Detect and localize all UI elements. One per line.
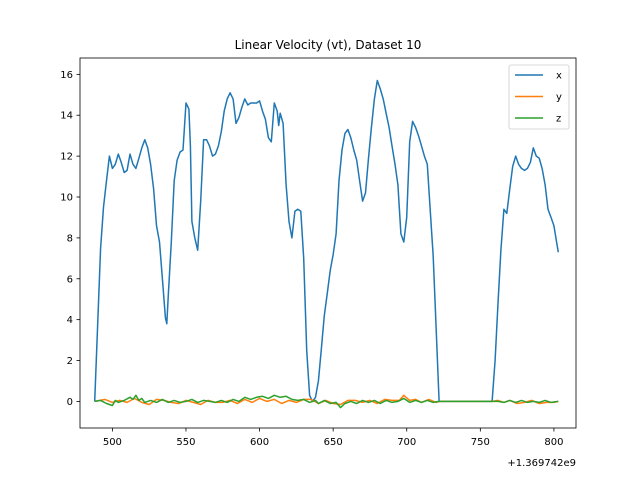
- x-axis: 500 550 600 650 700 750 800: [103, 428, 563, 448]
- y-tick-label: 14: [60, 111, 73, 122]
- y-tick-label: 16: [60, 70, 73, 81]
- y-tick-label: 8: [67, 233, 73, 244]
- axes-frame: [79, 57, 577, 429]
- x-tick-label: 500: [103, 437, 122, 448]
- legend-label-x: x: [556, 71, 562, 82]
- y-axis: 0 2 4 6 8 10 12 14 16: [60, 70, 80, 408]
- x-tick-label: 800: [544, 437, 563, 448]
- y-tick-label: 4: [67, 315, 73, 326]
- x-tick-label: 750: [471, 437, 490, 448]
- x-tick-label: 600: [250, 437, 269, 448]
- x-tick-label: 700: [397, 437, 416, 448]
- x-offset-label: +1.369742e9: [507, 458, 576, 469]
- y-tick-label: 10: [60, 193, 73, 204]
- chart-title: Linear Velocity (vt), Dataset 10: [235, 38, 422, 52]
- legend-label-y: y: [556, 92, 562, 103]
- series-line-z: [94, 394, 559, 409]
- plot-area: 500 550 600 650 700 750 800 0 2 4 6 8 10 12 14 16 +1.3…: [60, 57, 577, 469]
- y-tick-label: 2: [67, 356, 73, 367]
- y-tick-label: 12: [60, 152, 73, 163]
- y-tick-label: 0: [67, 397, 73, 408]
- x-tick-label: 550: [176, 437, 195, 448]
- legend-label-z: z: [556, 114, 561, 125]
- legend: xyz: [508, 64, 570, 130]
- series-layer: [93, 79, 560, 409]
- y-tick-label: 6: [67, 274, 73, 285]
- x-tick-label: 650: [324, 437, 343, 448]
